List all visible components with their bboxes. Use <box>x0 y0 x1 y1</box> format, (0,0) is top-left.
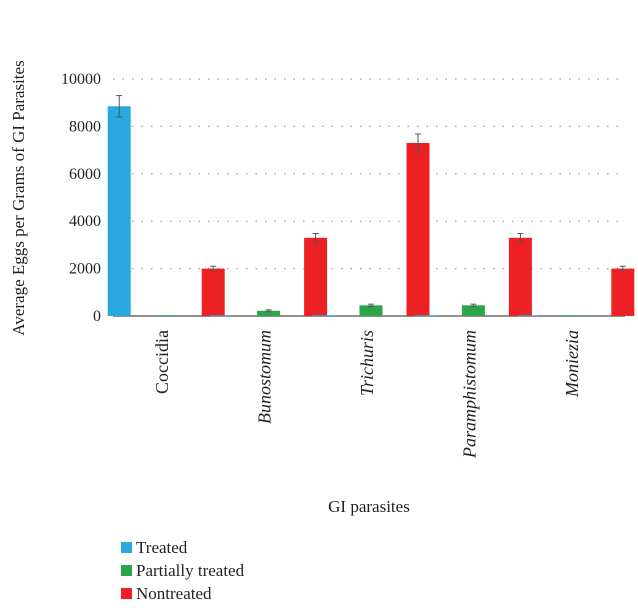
y-tick-label: 8000 <box>69 118 101 135</box>
error-bar <box>470 303 477 308</box>
error-bar <box>116 95 123 118</box>
legend-item-treated: Treated <box>121 536 244 559</box>
bar-nontreated-bunostomum <box>304 237 328 316</box>
legend-swatch <box>121 565 132 576</box>
bar-treated-bunostomum <box>210 315 234 316</box>
x-category-label: Bunostomum <box>255 330 275 424</box>
bar-treated-moniezia <box>517 315 541 316</box>
legend-label: Treated <box>136 537 188 557</box>
bar-nontreated-coccidia <box>201 268 225 316</box>
bar-nontreated-trichuris <box>406 142 430 316</box>
x-axis-categories: Coccidia Bunostomum Trichuris Paramphistomu… <box>152 330 582 459</box>
error-bar <box>312 233 319 243</box>
bar-treated-paramphistomum <box>414 315 438 316</box>
bar-nontreated-moniezia <box>611 268 635 316</box>
legend-swatch <box>121 542 132 553</box>
x-axis-title: GI parasites <box>328 497 410 516</box>
y-axis-title: Average Eggs per Grams of GI Parasites <box>9 60 28 335</box>
error-bar <box>619 265 626 272</box>
legend: Treated Partially treated Nontreated <box>121 536 244 605</box>
y-tick-label: 4000 <box>69 213 101 230</box>
y-tick-label: 0 <box>93 308 101 325</box>
x-category-label: Paramphistomum <box>459 330 479 459</box>
bar-partially-treated-bunostomum <box>257 310 281 316</box>
y-tick-label: 6000 <box>69 166 101 183</box>
x-category-label: Trichuris <box>357 330 377 396</box>
error-bar <box>368 303 374 308</box>
y-tick-label: 2000 <box>69 261 101 278</box>
legend-label: Partially treated <box>136 560 245 580</box>
x-category-label: Coccidia <box>152 330 172 394</box>
x-category-label: Moniezia <box>562 330 582 398</box>
bars <box>107 106 635 316</box>
legend-swatch <box>121 588 132 599</box>
gridlines <box>113 78 625 270</box>
y-axis-ticks: 0 2000 4000 6000 8000 10000 <box>61 71 101 325</box>
y-tick-label: 10000 <box>61 71 101 88</box>
legend-item-nontreated: Nontreated <box>121 582 244 605</box>
bar-nontreated-paramphistomum <box>508 237 532 316</box>
error-bars <box>116 95 626 313</box>
legend-item-partially-treated: Partially treated <box>121 559 244 582</box>
error-bar <box>517 233 524 243</box>
bar-partially-treated-paramphistomum <box>461 305 485 316</box>
error-bar <box>210 265 217 272</box>
bar-partially-treated-moniezia <box>564 315 588 316</box>
bar-partially-treated-coccidia <box>154 315 178 316</box>
bar-treated-coccidia <box>107 106 131 316</box>
legend-label: Nontreated <box>136 583 212 603</box>
bar-partially-treated-trichuris <box>359 305 383 316</box>
bar-treated-trichuris <box>312 315 336 316</box>
error-bar <box>415 133 421 153</box>
error-bar <box>265 309 272 313</box>
